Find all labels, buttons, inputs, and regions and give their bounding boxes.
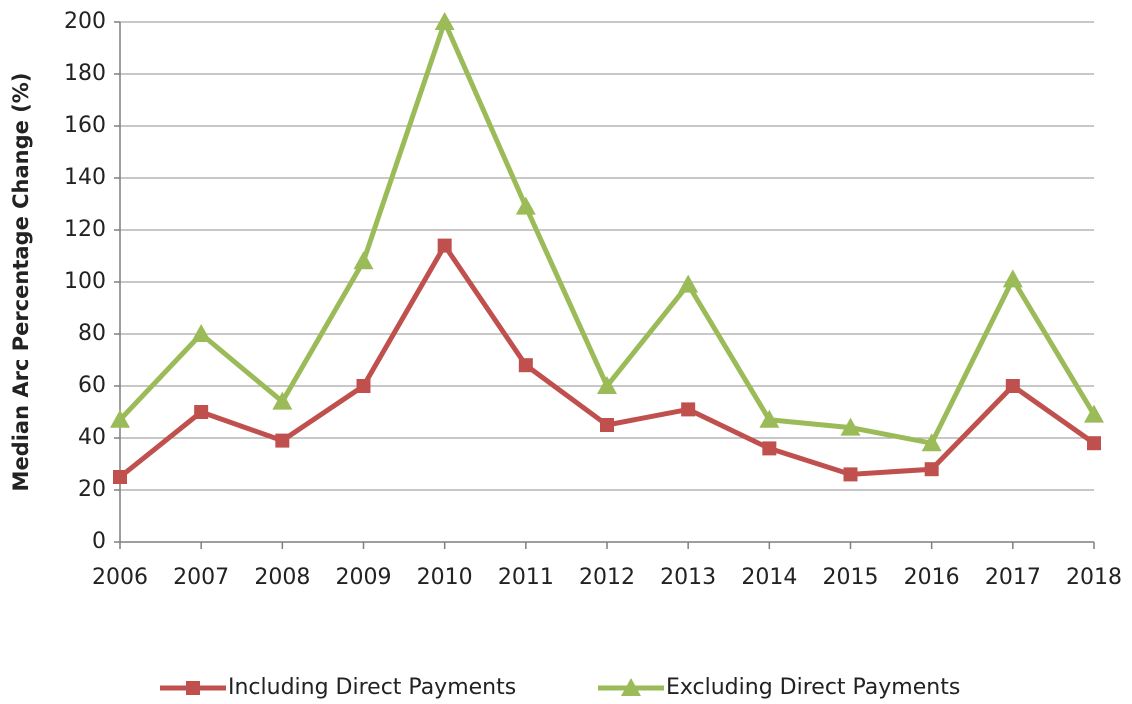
marker: [921, 433, 942, 452]
y-axis-label: Median Arc Percentage Change (%): [9, 73, 33, 492]
legend-label: Excluding Direct Payments: [666, 675, 960, 700]
marker: [113, 470, 127, 484]
marker: [191, 324, 212, 342]
marker: [678, 274, 699, 293]
x-tick-label: 2010: [417, 565, 473, 590]
y-tick-label: 120: [64, 217, 106, 242]
marker: [272, 391, 293, 410]
marker: [515, 196, 536, 215]
marker: [110, 409, 130, 428]
y-tick-label: 180: [64, 61, 106, 86]
x-tick-label: 2007: [173, 565, 229, 590]
y-tick-label: 40: [78, 425, 106, 450]
x-tick-label: 2011: [498, 565, 554, 590]
x-tick-label: 2008: [254, 565, 310, 590]
y-tick-label: 140: [64, 165, 106, 190]
x-tick-label: 2014: [741, 565, 797, 590]
y-tick-label: 80: [78, 321, 106, 346]
x-tick-label: 2013: [660, 565, 716, 590]
marker: [597, 376, 617, 394]
marker: [437, 238, 452, 253]
marker: [1087, 436, 1101, 451]
marker: [924, 462, 939, 477]
marker: [434, 12, 455, 30]
marker: [356, 379, 371, 393]
marker: [759, 409, 780, 428]
marker: [840, 417, 861, 436]
legend-item: Including Direct Payments: [160, 675, 516, 700]
legend-label: Including Direct Payments: [228, 675, 516, 700]
legend-marker: [186, 681, 200, 695]
marker: [1005, 379, 1020, 393]
x-tick-label: 2006: [92, 565, 148, 590]
series-line: [118, 243, 1096, 479]
marker: [843, 467, 858, 482]
marker: [1084, 404, 1104, 423]
x-tick-label: 2017: [985, 565, 1041, 590]
marker: [518, 358, 533, 373]
marker: [275, 433, 290, 448]
marker: [681, 402, 696, 417]
x-tick-label: 2012: [579, 565, 635, 590]
y-tick-label: 160: [64, 113, 106, 138]
y-tick-label: 200: [64, 9, 106, 34]
legend-marker: [621, 678, 641, 696]
y-tick-label: 60: [78, 373, 106, 398]
y-tick-label: 100: [64, 269, 106, 294]
x-tick-label: 2016: [904, 565, 960, 590]
x-tick-label: 2018: [1066, 565, 1122, 590]
y-tick-label: 0: [92, 529, 106, 554]
legend-item: Excluding Direct Payments: [598, 675, 960, 700]
x-tick-label: 2009: [336, 565, 392, 590]
marker: [600, 418, 614, 432]
y-tick-label: 20: [78, 477, 106, 502]
marker: [194, 405, 209, 419]
marker: [353, 251, 374, 270]
marker: [1002, 269, 1023, 288]
x-tick-label: 2015: [823, 565, 879, 590]
marker: [762, 441, 777, 456]
